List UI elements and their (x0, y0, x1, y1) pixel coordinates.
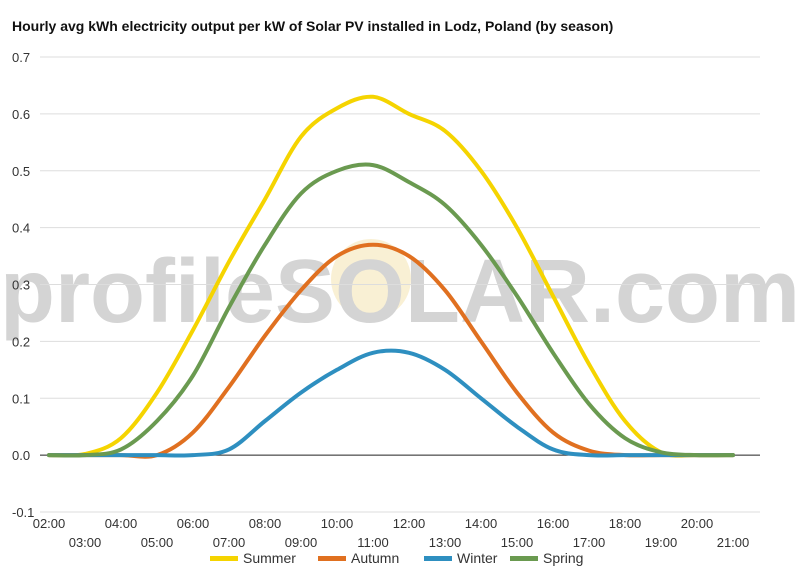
x-tick-label: 05:00 (141, 535, 174, 550)
y-tick-label: 0.7 (12, 50, 30, 65)
legend-label: Spring (543, 550, 583, 566)
x-tick-label: 06:00 (177, 516, 210, 531)
x-tick-label: 10:00 (321, 516, 354, 531)
y-tick-label: 0.0 (12, 448, 30, 463)
x-tick-label: 09:00 (285, 535, 318, 550)
y-tick-label: 0.1 (12, 391, 30, 406)
y-tick-label: -0.1 (12, 505, 34, 520)
legend-swatch-summer (210, 556, 238, 561)
x-tick-label: 13:00 (429, 535, 462, 550)
x-tick-label: 02:00 (33, 516, 66, 531)
x-tick-label: 15:00 (501, 535, 534, 550)
x-tick-label: 08:00 (249, 516, 282, 531)
series-line-winter (47, 348, 735, 458)
x-tick-label: 07:00 (213, 535, 246, 550)
series-line-spring (47, 162, 735, 458)
legend-label: Summer (243, 550, 296, 566)
legend-label: Autumn (351, 550, 399, 566)
y-axis: -0.1 0.0 0.1 0.2 0.3 0.4 0.5 0.6 0.7 (12, 50, 34, 520)
x-axis: 02:0003:0004:0005:0006:0007:0008:0009:00… (33, 516, 750, 550)
legend-swatch-winter (424, 556, 452, 561)
x-tick-label: 03:00 (69, 535, 102, 550)
watermark: profileSOLAR.com (0, 239, 800, 342)
legend-label: Winter (457, 550, 498, 566)
watermark-sun-icon (331, 239, 411, 319)
y-tick-label: 0.4 (12, 221, 30, 236)
x-tick-label: 16:00 (537, 516, 570, 531)
legend-swatch-autumn (318, 556, 346, 561)
x-tick-label: 12:00 (393, 516, 426, 531)
y-tick-label: 0.6 (12, 107, 30, 122)
watermark-text: profileSOLAR.com (0, 242, 800, 342)
x-tick-label: 11:00 (357, 535, 389, 550)
y-tick-label: 0.3 (12, 278, 30, 293)
series-line-summer (47, 94, 735, 458)
legend: Summer Autumn Winter Spring (210, 550, 583, 566)
x-tick-label: 20:00 (681, 516, 714, 531)
grid (40, 56, 760, 513)
legend-swatch-spring (510, 556, 538, 561)
x-tick-label: 18:00 (609, 516, 642, 531)
chart-title: Hourly avg kWh electricity output per kW… (12, 18, 614, 34)
series-lines (47, 94, 735, 459)
x-tick-label: 19:00 (645, 535, 678, 550)
x-tick-label: 21:00 (717, 535, 750, 550)
y-tick-label: 0.5 (12, 164, 30, 179)
y-tick-label: 0.2 (12, 334, 30, 349)
x-tick-label: 17:00 (573, 535, 606, 550)
x-tick-label: 04:00 (105, 516, 138, 531)
x-tick-label: 14:00 (465, 516, 498, 531)
